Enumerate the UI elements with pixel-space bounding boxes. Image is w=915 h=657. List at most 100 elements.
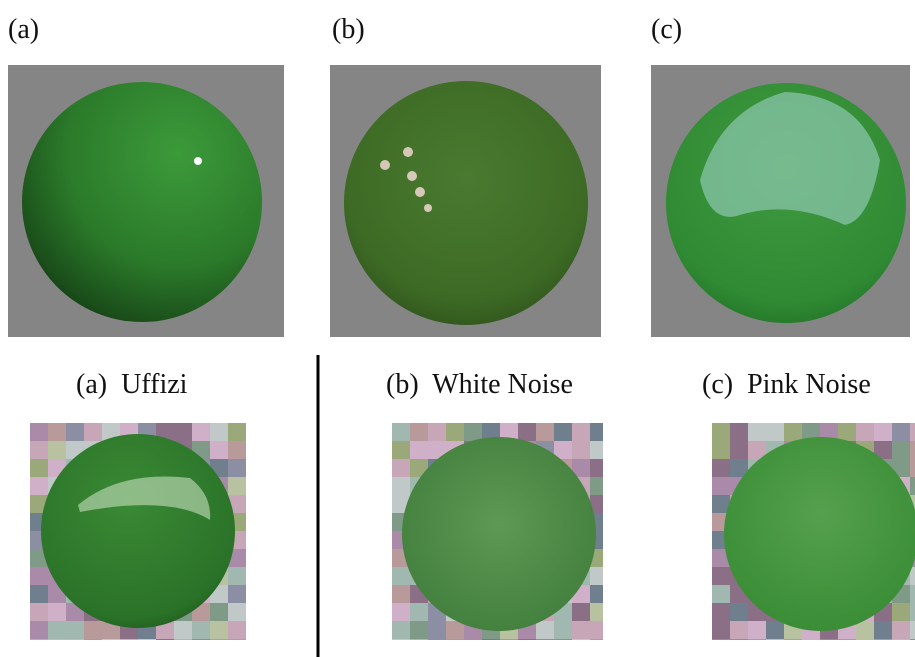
checker-cell (174, 423, 192, 441)
checker-cell (48, 639, 66, 640)
checker-cell (446, 423, 464, 441)
checker-cell (730, 423, 748, 441)
checker-cell (572, 459, 590, 477)
checker-cell (874, 441, 892, 459)
checker-cell (892, 459, 910, 477)
checker-cell (246, 567, 264, 585)
checker-cell (766, 639, 784, 640)
checker-cell (874, 639, 892, 640)
checker-cell (500, 423, 518, 441)
checker-cell (210, 603, 228, 621)
checker-cell (712, 423, 730, 441)
panel-label: (c) (651, 14, 682, 45)
checker-cell (608, 459, 626, 477)
checker-cell (428, 621, 446, 639)
checker-cell (192, 639, 210, 640)
checker-cell (228, 423, 246, 441)
checker-cell (910, 441, 915, 459)
checker-cell (210, 441, 228, 459)
checker-cell (30, 441, 48, 459)
checker-cell (392, 477, 410, 495)
checker-cell (712, 621, 730, 639)
checker-cell (228, 459, 246, 477)
checker-cell (892, 441, 910, 459)
checker-cell (246, 531, 264, 549)
checker-cell (30, 495, 48, 513)
checker-cell (892, 603, 910, 621)
checker-cell (246, 549, 264, 567)
checker-cell (590, 603, 603, 621)
checker-cell (536, 639, 554, 640)
checker-cell (392, 639, 410, 640)
checker-cell (712, 477, 730, 495)
checker-cell (30, 603, 48, 621)
checker-cell (246, 603, 264, 621)
checker-cell (392, 585, 410, 603)
checker-cell (572, 639, 590, 640)
checker-cell (392, 567, 410, 585)
reflection (700, 92, 880, 225)
checker-cell (712, 567, 730, 585)
checker-cell (464, 423, 482, 441)
checker-cell (910, 567, 915, 585)
checker-cell (66, 639, 84, 640)
checker-cell (102, 639, 120, 640)
checker-cell (102, 621, 120, 639)
checker-cell (246, 423, 264, 441)
checker-cell (156, 639, 174, 640)
checker-cell (48, 441, 66, 459)
checker-cell (730, 441, 748, 459)
checker-cell (856, 639, 874, 640)
checker-cell (748, 441, 766, 459)
caption: (c) Pink Noise (702, 369, 871, 400)
checker-cell (228, 495, 246, 513)
checker-cell (30, 423, 48, 441)
checker-cell (608, 585, 626, 603)
checker-cell (228, 603, 246, 621)
checker-cell (446, 621, 464, 639)
checker-cell (712, 603, 730, 621)
checker-cell (590, 639, 603, 640)
checker-cell (874, 621, 892, 639)
checker-cell (748, 639, 766, 640)
checker-cell (838, 423, 856, 441)
sphere (724, 437, 915, 631)
checker-cell (228, 549, 246, 567)
checker-cell (138, 639, 156, 640)
checker-cell (766, 423, 784, 441)
checker-cell (246, 477, 264, 495)
checker-cell (748, 423, 766, 441)
checker-cell (838, 639, 856, 640)
checker-cell (608, 639, 626, 657)
checker-cell (392, 423, 410, 441)
checker-cell (856, 621, 874, 639)
checker-cell (410, 639, 428, 640)
highlights (380, 147, 432, 212)
checker-cell (30, 567, 48, 585)
checker-cell (910, 423, 915, 441)
checker-cell (392, 459, 410, 477)
checker-cell (428, 639, 446, 640)
checker-cell (30, 621, 48, 639)
checker-cell (392, 441, 410, 459)
checker-cell (608, 513, 626, 531)
checker-cell (48, 621, 66, 639)
checker-cell (30, 477, 48, 495)
checker-cell (874, 423, 892, 441)
checker-cell (30, 459, 48, 477)
checker-cell (608, 549, 626, 567)
checker-cell (30, 639, 48, 640)
checker-cell (856, 423, 874, 441)
checker-cell (428, 423, 446, 441)
checker-cell (246, 513, 264, 531)
checker-cell (66, 423, 84, 441)
checker-cell (228, 585, 246, 603)
checker-cell (910, 585, 915, 603)
checker-cell (518, 423, 536, 441)
checker-cell (536, 621, 554, 639)
checker-cell (246, 621, 264, 639)
checker-cell (910, 459, 915, 477)
checker-cell (748, 621, 766, 639)
checker-cell (246, 585, 264, 603)
